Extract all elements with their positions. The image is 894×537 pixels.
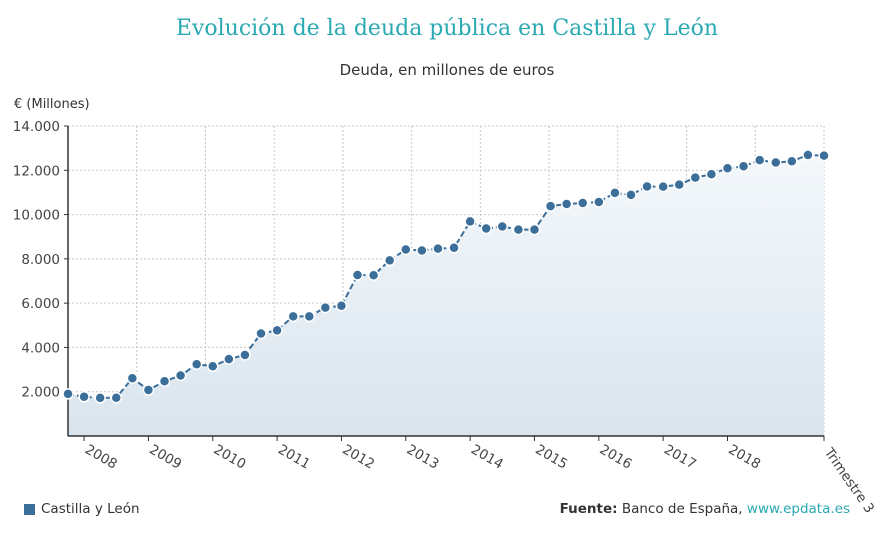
y-tick-label: 10.000 <box>13 208 60 224</box>
y-tick-label: 14.000 <box>13 119 60 135</box>
data-point <box>190 358 203 371</box>
x-tick-label: 2018 <box>725 442 763 473</box>
data-point <box>544 200 557 212</box>
data-point <box>657 180 669 193</box>
y-axis-label: € (Millones) <box>14 97 90 112</box>
data-point <box>303 310 316 323</box>
data-point <box>576 197 589 209</box>
x-tick-label: 2016 <box>597 442 635 473</box>
data-point <box>689 171 702 184</box>
area-fill <box>68 155 824 436</box>
x-tick-label: 2008 <box>82 442 120 473</box>
data-point <box>769 156 782 169</box>
data-point <box>802 149 814 161</box>
data-point <box>255 327 267 340</box>
source-link[interactable]: www.epdata.es <box>746 501 850 517</box>
data-point <box>62 388 74 400</box>
data-point <box>528 223 541 236</box>
data-point <box>448 242 460 254</box>
legend[interactable]: Castilla y León <box>24 501 140 517</box>
data-point <box>223 353 235 365</box>
data-point <box>400 243 412 256</box>
data-point <box>786 155 798 167</box>
data-point <box>158 375 171 388</box>
data-point <box>560 198 573 210</box>
x-tick-label: 2017 <box>661 442 699 473</box>
data-point <box>512 223 525 236</box>
data-point <box>367 269 380 281</box>
x-tick-label: 2010 <box>211 442 249 473</box>
data-point <box>818 149 830 162</box>
data-point <box>416 244 428 257</box>
data-point <box>383 254 396 267</box>
source-label: Fuente: <box>559 501 618 517</box>
data-point <box>335 300 348 312</box>
legend-label: Castilla y León <box>41 501 140 517</box>
x-tick-label: 2009 <box>146 442 184 473</box>
data-point <box>287 310 299 323</box>
x-tick-label: 2013 <box>404 442 442 473</box>
x-tick-label: 2014 <box>468 442 506 473</box>
chart-title: Evolución de la deuda pública en Castill… <box>175 16 719 41</box>
x-tick-label: 2011 <box>275 442 313 473</box>
data-point <box>207 360 219 372</box>
data-point <box>641 180 653 193</box>
y-tick-label: 6.000 <box>21 296 60 312</box>
source: Fuente: Banco de España, www.epdata.es <box>560 501 850 517</box>
y-tick-label: 4.000 <box>21 340 60 356</box>
y-tick-label: 12.000 <box>13 163 60 179</box>
data-point <box>126 372 139 384</box>
data-point <box>78 391 90 403</box>
x-tick-label: 2015 <box>532 442 570 473</box>
data-point <box>94 392 106 404</box>
y-tick-label: 8.000 <box>21 252 60 268</box>
data-point <box>351 269 364 281</box>
y-tick-label: 2.000 <box>21 385 60 401</box>
data-point <box>753 154 766 166</box>
legend-swatch <box>24 503 35 515</box>
data-point <box>174 369 187 382</box>
data-point <box>432 242 444 255</box>
data-point <box>319 301 332 314</box>
data-point <box>593 196 605 208</box>
data-point <box>625 189 637 201</box>
data-point <box>142 384 155 396</box>
data-point <box>110 391 123 404</box>
chart-subtitle: Deuda, en millones de euros <box>339 61 555 79</box>
data-point <box>705 168 718 181</box>
x-tick-label: 2012 <box>339 442 377 473</box>
data-point <box>464 215 476 228</box>
data-point <box>239 349 251 361</box>
data-point <box>480 222 492 235</box>
data-point <box>496 220 509 233</box>
data-point <box>721 162 734 175</box>
data-point <box>609 187 621 199</box>
data-point <box>673 178 685 191</box>
data-point <box>737 160 750 173</box>
data-point <box>271 324 283 337</box>
source-name: Banco de España, <box>621 501 743 517</box>
